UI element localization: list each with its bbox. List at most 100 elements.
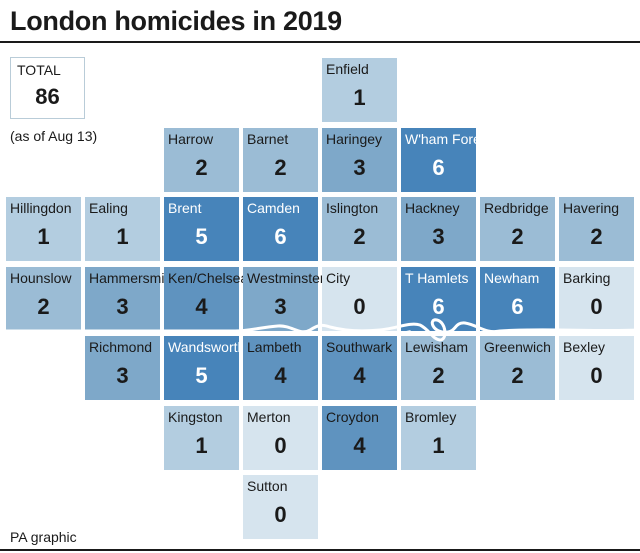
borough-cell-haringey: Haringey 3 <box>322 127 397 192</box>
borough-name: Bromley <box>405 408 457 425</box>
borough-value: 0 <box>274 502 287 527</box>
borough-value: 0 <box>274 432 287 458</box>
borough-cell-bexley: Bexley 0 <box>559 336 634 400</box>
borough-cell-ken-chelsea: Ken/Chelsea 4 <box>164 266 248 331</box>
borough-value: 0 <box>590 293 603 319</box>
borough-cell-lewisham: Lewisham 2 <box>401 336 476 400</box>
chart-title: London homicides in 2019 <box>10 6 342 36</box>
borough-value: 5 <box>195 363 208 388</box>
borough-value: 4 <box>195 293 208 319</box>
borough-name: Kingston <box>168 408 223 425</box>
borough-value: 2 <box>590 224 603 249</box>
borough-cell-croydon: Croydon 4 <box>322 405 397 470</box>
total-box: TOTAL 86 <box>10 57 85 119</box>
borough-name: Hounslow <box>10 269 72 286</box>
borough-name: Hackney <box>405 200 460 216</box>
borough-name: City <box>326 269 351 286</box>
borough-cell-hackney: Hackney 3 <box>401 197 476 261</box>
borough-name: Ken/Chelsea <box>168 269 249 286</box>
borough-value: 2 <box>432 363 445 388</box>
borough-name: Hillingdon <box>10 200 72 216</box>
borough-cell-richmond: Richmond 3 <box>85 336 160 400</box>
borough-cell-ealing: Ealing 1 <box>85 197 160 261</box>
borough-cell-camden: Camden 6 <box>243 197 318 261</box>
borough-cell-barnet: Barnet 2 <box>243 127 318 192</box>
borough-value: 1 <box>195 432 208 458</box>
borough-name: Brent <box>168 200 202 216</box>
borough-value: 6 <box>511 293 524 319</box>
borough-name: Enfield <box>326 61 369 77</box>
borough-value: 2 <box>195 154 208 180</box>
credit-text: PA graphic <box>10 529 77 545</box>
borough-name: Bexley <box>563 339 606 355</box>
borough-cell-havering: Havering 2 <box>559 197 634 261</box>
borough-cell-merton: Merton 0 <box>243 405 318 470</box>
total-label: TOTAL <box>17 62 61 78</box>
borough-value: 2 <box>37 293 50 319</box>
borough-value: 2 <box>274 154 287 180</box>
borough-value: 1 <box>432 432 445 458</box>
borough-cell-westminster: Westminster 3 <box>243 266 325 331</box>
borough-value: 3 <box>116 293 129 319</box>
borough-cell-southwark: Southwark 4 <box>322 336 397 400</box>
borough-name: Barnet <box>247 130 289 147</box>
borough-name: Lambeth <box>247 339 302 355</box>
footer-rule <box>0 549 640 551</box>
borough-cell-barking: Barking 0 <box>559 266 634 331</box>
total-value: 86 <box>35 84 60 109</box>
borough-cell-hillingdon: Hillingdon 1 <box>6 197 81 261</box>
borough-name: Richmond <box>89 339 153 355</box>
borough-name: Harrow <box>168 130 214 147</box>
borough-value: 3 <box>274 293 287 319</box>
borough-value: 2 <box>511 363 524 388</box>
borough-name: Ealing <box>89 200 128 216</box>
borough-name: Islington <box>326 200 379 216</box>
borough-name: Newham <box>484 269 540 286</box>
borough-value: 3 <box>353 154 366 180</box>
borough-cell-kingston: Kingston 1 <box>164 405 239 470</box>
borough-value: 4 <box>353 432 366 458</box>
borough-cell-t-hamlets: T Hamlets 6 <box>401 266 476 331</box>
borough-cell-hammersmith: Hammersmith 3 <box>85 266 176 331</box>
borough-name: W'ham Forest <box>405 130 492 147</box>
borough-value: 2 <box>353 224 366 249</box>
borough-name: Sutton <box>247 478 288 494</box>
borough-value: 1 <box>353 85 366 110</box>
borough-cell-city: City 0 <box>322 266 397 331</box>
borough-name: Hammersmith <box>89 269 177 286</box>
borough-cell-redbridge: Redbridge 2 <box>480 197 555 261</box>
borough-value: 6 <box>432 293 445 319</box>
borough-cell-wandsworth: Wandsworth 5 <box>164 336 245 400</box>
borough-value: 6 <box>274 224 287 249</box>
borough-cell-enfield: Enfield 1 <box>322 58 397 122</box>
borough-name: Redbridge <box>484 200 549 216</box>
borough-value: 4 <box>274 363 287 388</box>
borough-name: Wandsworth <box>168 339 246 355</box>
borough-value: 0 <box>353 293 366 319</box>
borough-cell-sutton: Sutton 0 <box>243 475 318 539</box>
borough-value: 4 <box>353 363 366 388</box>
borough-name: Lewisham <box>405 339 469 355</box>
borough-cell-brent: Brent 5 <box>164 197 239 261</box>
borough-name: T Hamlets <box>405 269 469 286</box>
borough-name: Haringey <box>326 130 383 147</box>
as-of-note: (as of Aug 13) <box>10 128 98 144</box>
borough-value: 6 <box>432 154 445 180</box>
borough-name: Camden <box>247 200 300 216</box>
borough-name: Croydon <box>326 408 379 425</box>
borough-cell-newham: Newham 6 <box>480 266 555 331</box>
borough-cell-bromley: Bromley 1 <box>401 405 476 470</box>
borough-cell-lambeth: Lambeth 4 <box>243 336 318 400</box>
borough-name: Westminster <box>247 269 325 286</box>
borough-cell-greenwich: Greenwich 2 <box>480 336 555 400</box>
borough-name: Southwark <box>326 339 393 355</box>
borough-cell-w-ham-forest: W'ham Forest 6 <box>401 127 492 192</box>
title-rule <box>0 41 640 43</box>
borough-cell-harrow: Harrow 2 <box>164 127 239 192</box>
borough-value: 3 <box>116 363 129 388</box>
borough-cell-hounslow: Hounslow 2 <box>6 266 81 331</box>
borough-name: Greenwich <box>484 339 551 355</box>
borough-value: 2 <box>511 224 524 249</box>
borough-name: Havering <box>563 200 620 216</box>
